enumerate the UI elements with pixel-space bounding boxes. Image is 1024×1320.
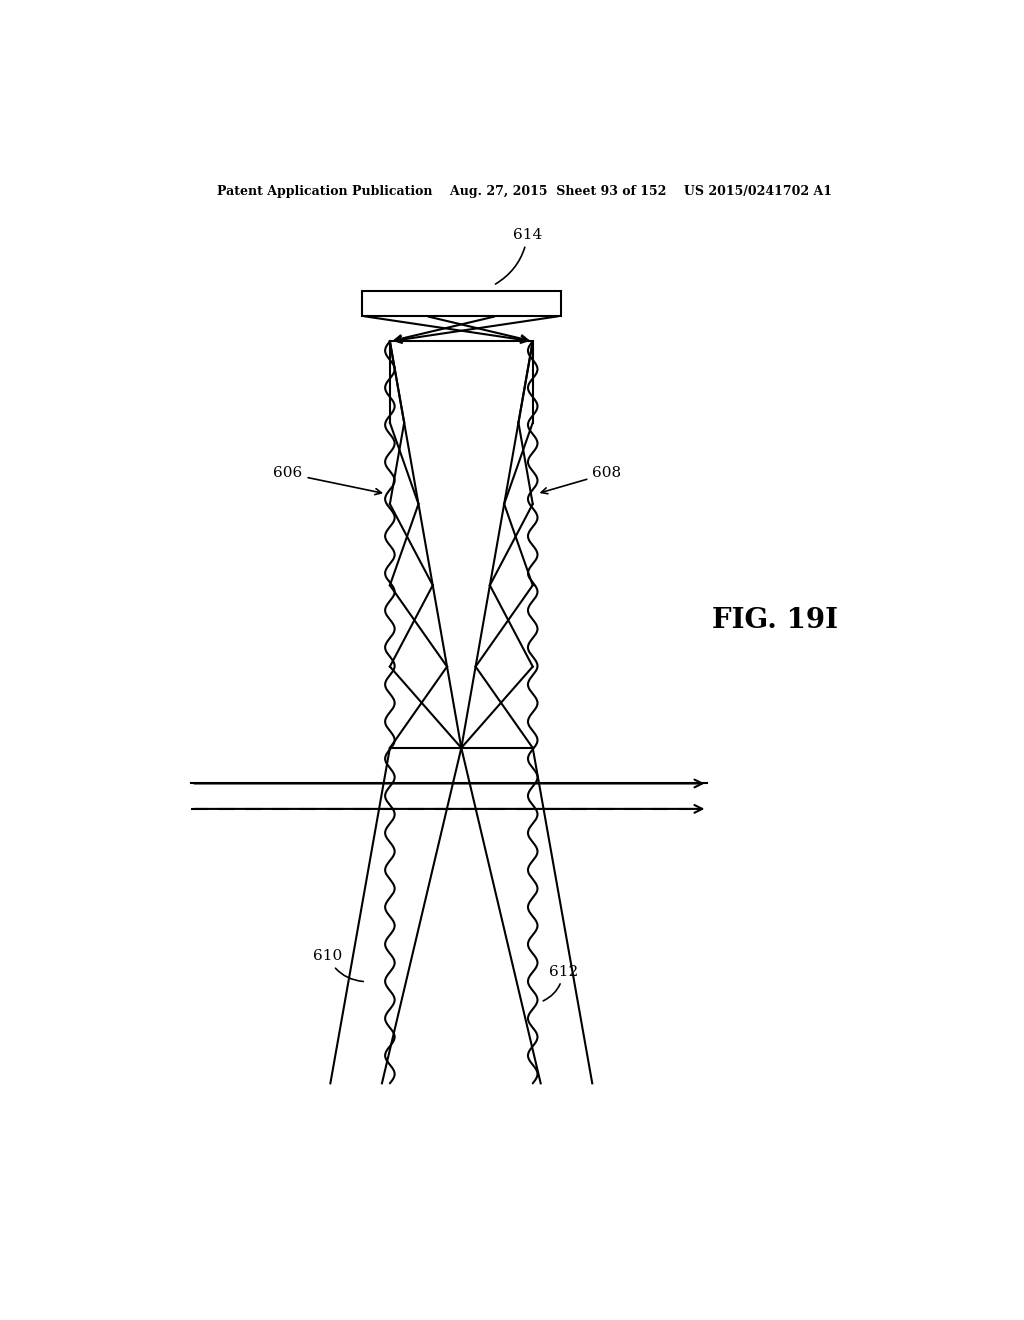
Text: 610: 610 <box>313 949 364 982</box>
Text: FIG. 19I: FIG. 19I <box>712 607 838 635</box>
Bar <box>362 290 560 315</box>
Text: 614: 614 <box>496 228 542 284</box>
Text: 612: 612 <box>543 965 578 1001</box>
Text: 606: 606 <box>273 466 381 495</box>
Text: 608: 608 <box>541 466 622 494</box>
Text: Patent Application Publication    Aug. 27, 2015  Sheet 93 of 152    US 2015/0241: Patent Application Publication Aug. 27, … <box>217 185 833 198</box>
